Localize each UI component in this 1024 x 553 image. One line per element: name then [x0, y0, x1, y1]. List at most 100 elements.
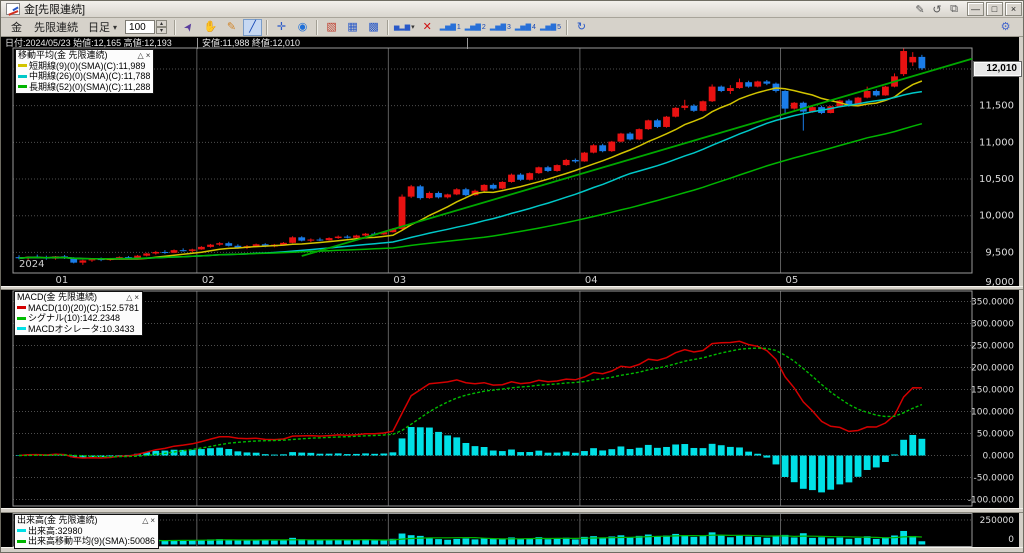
pane-layout-2-icon[interactable]: ▂▅▇ 2: [464, 23, 486, 31]
pane-layout-1-icon[interactable]: ▂▅▇ 1: [439, 23, 461, 31]
svg-text:250000: 250000: [980, 516, 1015, 526]
candle-down: [161, 252, 169, 254]
period-dropdown[interactable]: 日足 ▾: [88, 19, 117, 35]
candle-up: [143, 253, 151, 256]
pane-layout-5-icon[interactable]: ▂▅▇ 5: [539, 23, 561, 31]
grid-view-icon[interactable]: ▩: [368, 20, 379, 33]
svg-text:11,000: 11,000: [979, 137, 1014, 148]
candle-up: [562, 159, 570, 166]
candle-up: [736, 82, 743, 89]
data-table-icon[interactable]: ▦: [347, 20, 358, 33]
toolbar-separator: [316, 19, 319, 35]
macd-legend-title: MACD(金 先限連続): [17, 292, 97, 302]
info-low-close: 安値:11,988 終値:12,010: [198, 38, 468, 49]
legend-close-icon[interactable]: ×: [150, 515, 156, 525]
svg-text:2024: 2024: [19, 259, 44, 270]
legend-collapse-icon[interactable]: △: [137, 50, 144, 60]
window-controls: — □ ×: [967, 2, 1022, 16]
candle-down: [70, 258, 78, 263]
svg-text:300.0000: 300.0000: [971, 320, 1014, 330]
candle-up: [389, 228, 397, 233]
svg-text:02: 02: [202, 275, 215, 286]
legend-close-icon[interactable]: ×: [134, 292, 140, 302]
pane-splitter[interactable]: [1, 286, 1023, 290]
svg-text:9,000: 9,000: [985, 277, 1014, 288]
axis-labels: 11,500 11,000 10,500 10,000 9,500 9,000 350.00…: [19, 101, 1014, 545]
volume-ma-label: 出来高移動平均(9)(SMA):50086: [28, 536, 156, 546]
close-button[interactable]: ×: [1005, 2, 1022, 16]
candle-down: [225, 243, 233, 246]
sync-target-icon[interactable]: ◉: [297, 20, 308, 33]
candle-up: [380, 232, 388, 235]
candle-down: [763, 81, 771, 84]
candle-up: [407, 186, 415, 197]
svg-text:10,500: 10,500: [979, 174, 1014, 185]
legend-close-icon[interactable]: ×: [145, 50, 151, 60]
candle-up: [526, 173, 534, 180]
candle-down: [435, 192, 442, 198]
candle-up: [608, 141, 616, 152]
candle-down: [234, 245, 242, 248]
trendline: [301, 57, 973, 257]
reload-icon[interactable]: ↺: [932, 3, 942, 16]
bar-count-stepper[interactable]: 100 ▴ ▾: [125, 20, 168, 34]
ma-legend: 移動平均(金 先限連続) △ × 短期線(9)(0)(SMA)(C):11,98…: [15, 49, 155, 94]
svg-text:10,000: 10,000: [979, 211, 1014, 222]
candle-up: [553, 165, 561, 171]
bar-count-input[interactable]: 100: [125, 20, 156, 34]
candle-up: [134, 255, 141, 259]
candle-down: [599, 145, 607, 152]
legend-collapse-icon[interactable]: △: [142, 515, 149, 525]
candle-up: [581, 152, 588, 162]
refresh-icon[interactable]: ↻: [576, 20, 587, 33]
trendline-tool-icon[interactable]: ╱: [243, 18, 263, 36]
select-cursor-icon[interactable]: ➤: [181, 19, 197, 34]
svg-text:05: 05: [786, 275, 799, 286]
symbol-button[interactable]: 金: [11, 22, 22, 34]
candle-down: [626, 133, 634, 140]
svg-text:350.0000: 350.0000: [971, 298, 1014, 308]
legend-collapse-icon[interactable]: △: [126, 292, 133, 302]
contract-button[interactable]: 先限連続: [34, 22, 78, 34]
svg-text:04: 04: [585, 275, 598, 286]
svg-text:150.0000: 150.0000: [971, 386, 1014, 396]
candle-down: [781, 91, 789, 109]
candle-down: [179, 250, 187, 252]
candle-down: [571, 159, 579, 162]
candle-up: [188, 249, 196, 251]
chart-type-icon[interactable]: ▅▂▆ ▾: [394, 23, 415, 32]
candle-up: [882, 86, 889, 96]
candle-down: [918, 56, 926, 69]
sma-lines: [18, 80, 923, 260]
spin-up-icon[interactable]: ▴: [156, 20, 168, 27]
pen-icon[interactable]: ✎: [915, 3, 925, 16]
minimize-button[interactable]: —: [967, 2, 984, 16]
cascade-windows-icon[interactable]: ⧉: [950, 2, 958, 15]
svg-text:200.0000: 200.0000: [971, 364, 1014, 374]
toolbar-separator: [174, 19, 177, 35]
sma-long-label: 長期線(52)(0)(SMA)(C):11,288: [29, 81, 151, 92]
chart-window-icon[interactable]: ▧: [326, 20, 337, 33]
settings-wrench-icon[interactable]: ⚙: [1000, 20, 1011, 33]
pane-splitter[interactable]: [1, 508, 1023, 513]
maximize-button[interactable]: □: [986, 2, 1003, 16]
candle-down: [745, 82, 752, 87]
pane-layout-4-icon[interactable]: ▂▅▇ 4: [514, 23, 536, 31]
candle-up: [699, 101, 707, 111]
candle-up: [508, 174, 515, 182]
pencil-draw-icon[interactable]: ✎: [226, 20, 237, 33]
price-chart-canvas[interactable]: 11,500 11,000 10,500 10,000 9,500 9,000 350.00…: [1, 38, 1024, 549]
svg-text:100.0000: 100.0000: [971, 408, 1014, 418]
svg-text:11,500: 11,500: [979, 101, 1014, 112]
toolbar-separator: [266, 19, 269, 35]
delete-indicator-icon[interactable]: ✕: [422, 20, 432, 33]
crosshair-tool-icon[interactable]: ✛: [276, 20, 287, 33]
title-bar[interactable]: 金[先限連続] ✎ ↺ ⧉ — □ ×: [1, 1, 1023, 18]
pane-layout-3-icon[interactable]: ▂▅▇ 3: [489, 23, 511, 31]
ohlc-info-bar: 日付:2024/05/23 始値:12,165 高値:12,193 安値:11,…: [1, 38, 972, 49]
pan-hand-icon[interactable]: ✋: [203, 20, 218, 33]
spin-down-icon[interactable]: ▾: [156, 27, 168, 34]
candle-down: [845, 100, 853, 106]
candle-up: [863, 91, 871, 98]
volume-ma-line: [18, 534, 922, 542]
